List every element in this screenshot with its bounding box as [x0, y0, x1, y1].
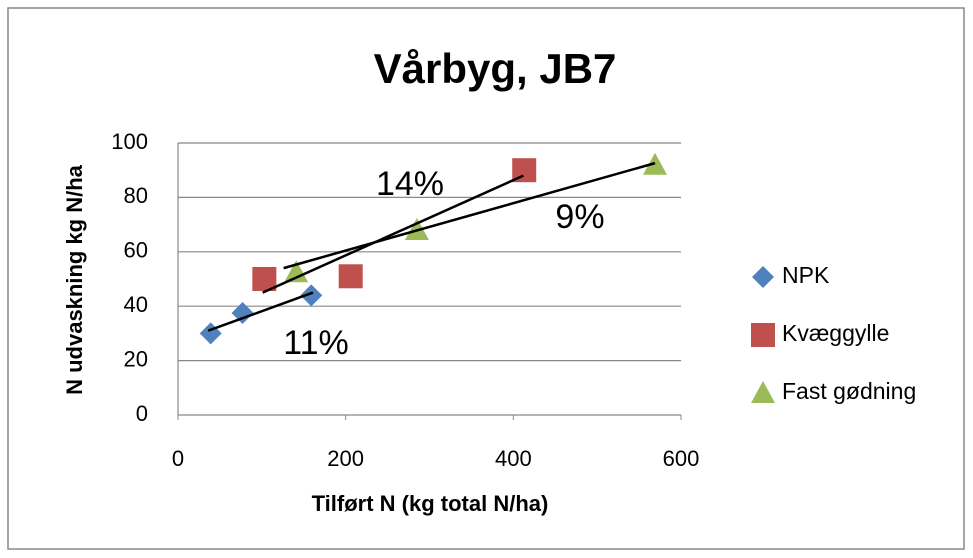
annotation: 9% — [555, 198, 604, 236]
chart-frame — [7, 7, 965, 550]
trendline — [283, 161, 656, 270]
y-tick-label: 40 — [124, 292, 148, 317]
point — [338, 264, 363, 289]
point — [284, 260, 309, 283]
trendline — [262, 174, 524, 294]
trendline — [207, 291, 314, 332]
legend-label: Fast gødning — [782, 378, 916, 404]
legend-marker — [751, 323, 775, 347]
y-tick-label: 20 — [124, 346, 148, 371]
point — [300, 284, 323, 307]
point — [231, 302, 254, 324]
x-tick-label: 0 — [172, 446, 184, 471]
annotation: 11% — [283, 324, 349, 362]
x-tick-label: 200 — [327, 446, 364, 471]
x-tick-label: 400 — [495, 446, 532, 471]
y-tick-label: 0 — [136, 401, 148, 426]
legend-marker — [751, 381, 775, 403]
legend-marker — [752, 266, 774, 288]
y-tick-label: 100 — [111, 129, 148, 154]
chart-title: Vårbyg, JB7 — [374, 45, 617, 92]
annotation: 14% — [376, 165, 444, 203]
y-tick-label: 80 — [124, 183, 148, 208]
y-axis-label: N udvaskning kg N/ha — [62, 164, 87, 395]
y-tick-label: 60 — [124, 238, 148, 263]
x-axis-label: Tilført N (kg total N/ha) — [312, 491, 549, 516]
point — [404, 218, 429, 241]
legend-label: Kvæggylle — [782, 320, 889, 346]
x-tick-label: 600 — [663, 446, 700, 471]
legend-label: NPK — [782, 262, 830, 288]
